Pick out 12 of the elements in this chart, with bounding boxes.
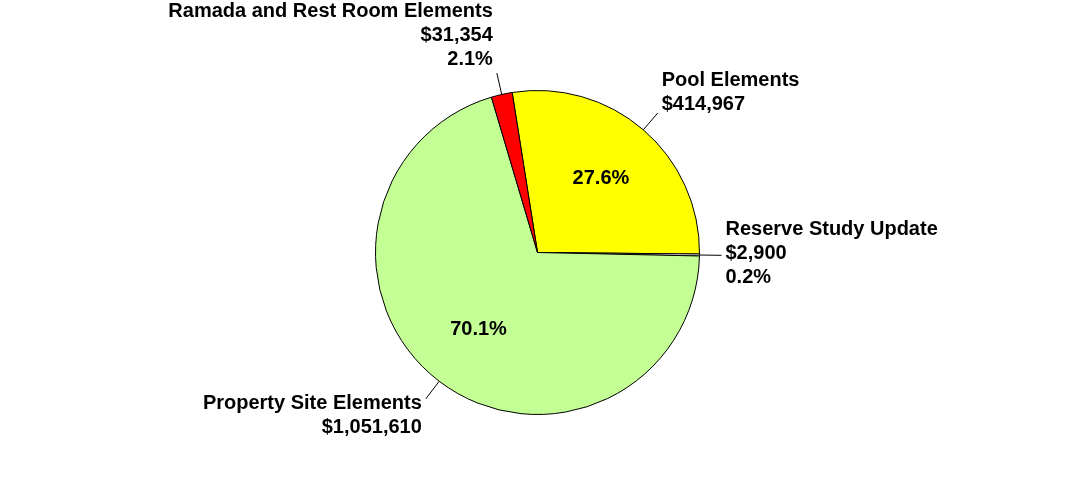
text: 70.1% (450, 317, 507, 340)
data-label: $1,051,610 (321, 415, 422, 438)
data-label: $414,967 (661, 92, 746, 115)
slice-label: Pool Elements (661, 68, 800, 91)
data-label: $2,900 (725, 241, 787, 264)
text: 0.2% (725, 265, 772, 288)
slice-label: Reserve Study Update (725, 217, 938, 240)
slice-label: Ramada and Rest Room Elements (168, 0, 493, 22)
data-label: $31,354 (420, 23, 494, 46)
text: 27.6% (572, 166, 630, 189)
text: 2.1% (447, 47, 493, 70)
slice-label: Property Site Elements (202, 391, 422, 414)
